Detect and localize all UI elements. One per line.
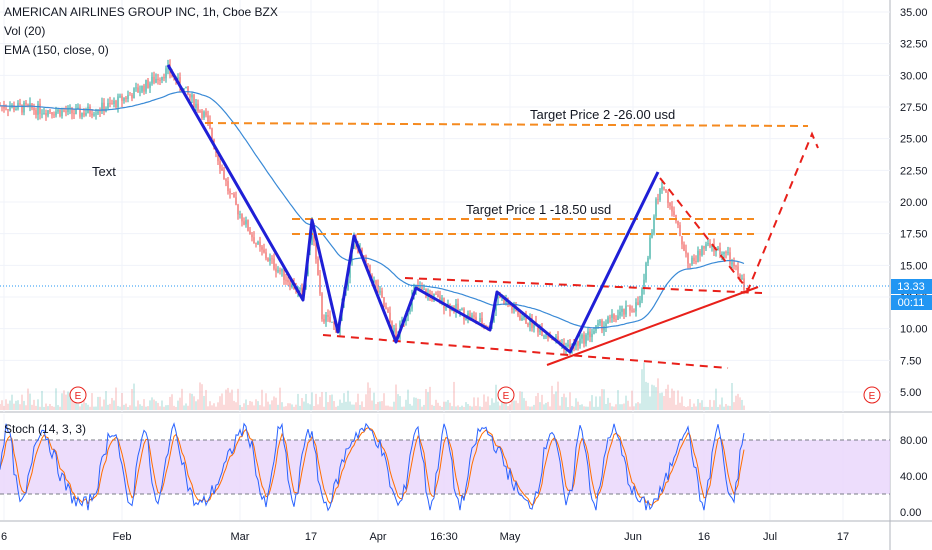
- stoch-legend[interactable]: Stoch (14, 3, 3): [4, 422, 87, 436]
- price-tick-label: 7.50: [900, 355, 921, 367]
- time-tick-label: 17: [837, 531, 849, 543]
- countdown-badge: [891, 295, 932, 310]
- text-note: Text: [92, 164, 116, 179]
- time-tick-label: Jul: [763, 531, 777, 543]
- price-axis[interactable]: 35.00 32.50 30.00 27.50 25.00 22.50 20.00 17.50…: [900, 7, 928, 399]
- price-tick-label: 20.00: [900, 197, 928, 209]
- svg-text:E: E: [75, 391, 82, 402]
- price-tick-label: 32.50: [900, 39, 928, 51]
- time-tick-label: 6: [1, 531, 7, 543]
- time-tick-label: Feb: [113, 531, 132, 543]
- price-tick-label: 30.00: [900, 70, 928, 82]
- channel-upper-line[interactable]: [404, 277, 763, 294]
- time-tick-label: Jun: [624, 531, 642, 543]
- time-tick-label: May: [500, 531, 521, 543]
- time-tick-label: Apr: [369, 531, 386, 543]
- price-tick-label: 17.50: [900, 229, 928, 241]
- target-price-2-line[interactable]: [204, 122, 809, 127]
- price-tick-label: 25.00: [900, 134, 928, 146]
- wave-pattern-line[interactable]: [166, 64, 660, 354]
- target-price-1-label: Target Price 1 -18.50 usd: [466, 202, 611, 217]
- price-tick-label: 22.50: [900, 165, 928, 177]
- channel-lower-line[interactable]: [322, 334, 729, 369]
- candlestick-series[interactable]: [0, 59, 745, 356]
- time-tick-label: 17: [305, 531, 317, 543]
- projection-path[interactable]: [659, 131, 819, 292]
- price-tick-label: 10.00: [900, 324, 928, 336]
- svg-text:E: E: [503, 391, 510, 402]
- stoch-tick-label: 0.00: [900, 507, 921, 519]
- price-tick-label: 27.50: [900, 102, 928, 114]
- stoch-axis[interactable]: 80.00 40.00 0.00: [900, 435, 928, 519]
- earnings-marker[interactable]: E: [863, 386, 881, 404]
- last-price-value: 13.33: [897, 281, 925, 293]
- price-tick-label: 5.00: [900, 387, 921, 399]
- target-price-2-label: Target Price 2 -26.00 usd: [530, 107, 675, 122]
- bar-countdown: 00:11: [898, 297, 925, 309]
- price-tick-label: 15.00: [900, 260, 928, 272]
- volume-legend[interactable]: Vol (20): [4, 24, 46, 38]
- earnings-marker[interactable]: E: [497, 386, 515, 404]
- symbol-legend[interactable]: AMERICAN AIRLINES GROUP INC, 1h, Cboe BZ…: [4, 5, 278, 19]
- stoch-band: [0, 440, 890, 494]
- svg-text:E: E: [869, 391, 876, 402]
- time-axis[interactable]: 6 Feb Mar 17 Apr 16:30 May Jun 16 Jul 17: [1, 531, 849, 543]
- rising-trend-line[interactable]: [546, 286, 759, 366]
- volume-bars: [0, 362, 745, 410]
- time-tick-label: 16: [698, 531, 710, 543]
- ema-line[interactable]: [0, 91, 745, 329]
- time-tick-label: Mar: [231, 531, 250, 543]
- price-pane[interactable]: [0, 0, 890, 410]
- time-tick-label: 16:30: [430, 531, 458, 543]
- stoch-d-line: [0, 427, 745, 506]
- stoch-tick-label: 80.00: [900, 435, 928, 447]
- price-tick-label: 35.00: [900, 7, 928, 19]
- earnings-marker[interactable]: E: [69, 386, 87, 404]
- last-price-badge: [891, 279, 932, 294]
- stoch-tick-label: 40.00: [900, 471, 928, 483]
- ema-legend[interactable]: EMA (150, close, 0): [4, 43, 109, 57]
- stoch-k-line: [0, 422, 745, 512]
